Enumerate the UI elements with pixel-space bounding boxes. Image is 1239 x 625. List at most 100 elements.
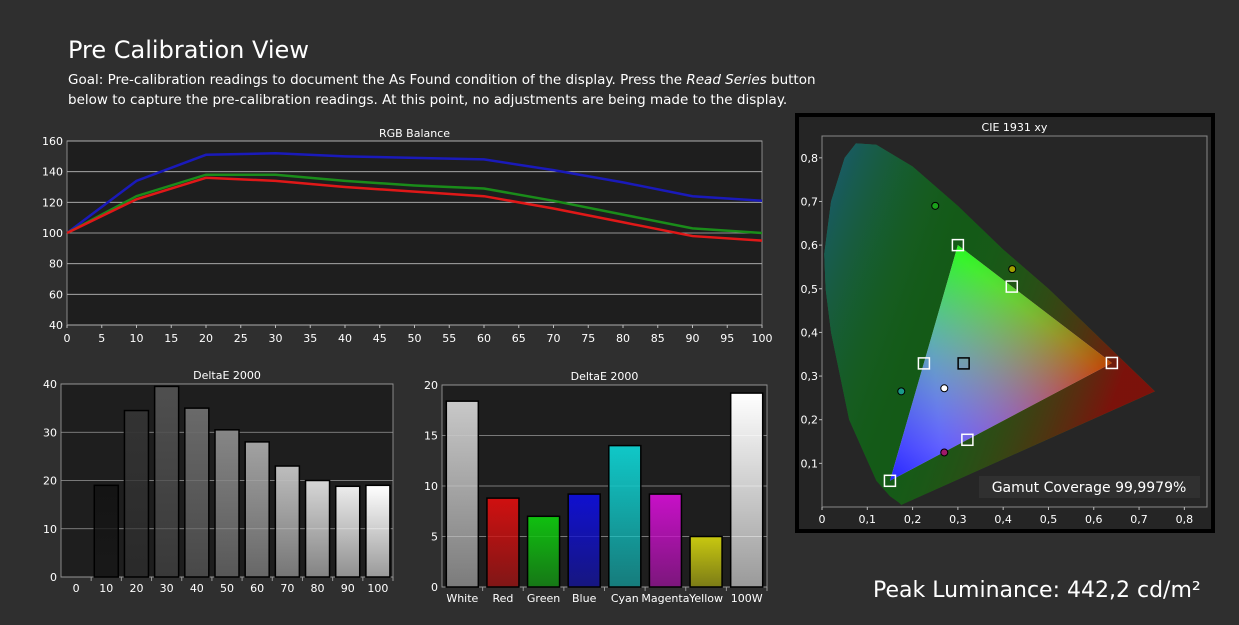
cie-measured-point — [940, 448, 949, 457]
cie-y-tick: 0,1 — [801, 457, 819, 470]
degray-bar — [123, 409, 150, 578]
degray-x-tick: 30 — [160, 582, 174, 595]
rgb-y-tick: 140 — [42, 166, 63, 179]
cie-y-tick: 0,4 — [801, 326, 819, 339]
rgb-x-tick: 45 — [373, 332, 387, 345]
peak-luminance: Peak Luminance: 442,2 cd/m² — [873, 578, 1201, 603]
cie-y-tick: 0,5 — [801, 283, 819, 296]
decolor-y-tick: 5 — [431, 531, 438, 544]
decolor-bar — [689, 535, 723, 588]
cie-x-tick: 0,3 — [949, 513, 967, 526]
rgb-y-tick: 40 — [49, 319, 63, 332]
degray-bar — [304, 479, 331, 578]
rgb-x-tick: 100 — [752, 332, 773, 345]
decolor-y-tick: 15 — [424, 430, 438, 443]
degray-x-tick: 100 — [367, 582, 388, 595]
degray-bar — [365, 484, 391, 578]
cie-x-tick: 0,4 — [994, 513, 1012, 526]
rgb-x-tick: 20 — [199, 332, 213, 345]
cie-x-tick: 0,1 — [859, 513, 877, 526]
cie-target-marker — [1005, 280, 1019, 293]
degray-bar — [274, 465, 301, 578]
rgb-series-line-1 — [66, 173, 763, 235]
rgb-x-tick: 30 — [269, 332, 283, 345]
rgb-x-tick: 65 — [512, 332, 526, 345]
decolor-x-tick: White — [446, 592, 478, 605]
cie-measured-point — [940, 384, 949, 393]
cie-x-tick: 0,6 — [1085, 513, 1103, 526]
degray-x-tick: 10 — [99, 582, 113, 595]
decolor-bar — [445, 400, 480, 588]
degray-x-tick: 20 — [129, 582, 143, 595]
degray-y-tick: 20 — [43, 475, 57, 488]
degray-bar — [334, 485, 361, 578]
cie-target-marker — [961, 433, 974, 447]
page-title: Pre Calibration View — [68, 36, 309, 64]
degray-y-tick: 40 — [43, 378, 57, 391]
degray-bar — [184, 407, 210, 578]
rgb-series-line-2 — [66, 176, 763, 242]
rgb-chart-title: RGB Balance — [379, 127, 450, 140]
cie-chart-title: CIE 1931 xy — [982, 121, 1048, 134]
cie-target-marker — [951, 238, 965, 252]
decolor-x-tick: Red — [492, 592, 513, 605]
rgb-x-tick: 90 — [686, 332, 700, 345]
decolor-y-tick: 10 — [424, 480, 438, 493]
decolor-y-tick: 20 — [424, 379, 438, 392]
rgb-y-tick: 160 — [42, 135, 63, 148]
decolor-chart-title: DeltaE 2000 — [571, 370, 639, 383]
cie-x-tick: 0 — [819, 513, 826, 526]
degray-y-tick: 30 — [43, 426, 57, 439]
cie-x-tick: 0,5 — [1040, 513, 1058, 526]
degray-chart-title: DeltaE 2000 — [193, 369, 261, 382]
degray-bar — [214, 429, 240, 578]
degray-x-tick: 80 — [311, 582, 325, 595]
decolor-bar — [729, 392, 764, 588]
cie-gamut-blue — [889, 245, 1112, 481]
degray-x-tick: 0 — [73, 582, 80, 595]
cie-target-marker — [1105, 356, 1119, 370]
decolor-bar — [648, 493, 683, 588]
rgb-x-tick: 70 — [547, 332, 561, 345]
cie-x-tick: 0,7 — [1130, 513, 1148, 526]
rgb-x-tick: 55 — [442, 332, 456, 345]
rgb-x-tick: 5 — [98, 332, 105, 345]
cie-target-marker — [883, 474, 897, 488]
degray-bar — [153, 385, 180, 578]
cie-target-marker — [917, 357, 931, 370]
cie-y-tick: 0,2 — [801, 414, 819, 427]
rgb-x-tick: 95 — [720, 332, 734, 345]
gamut-coverage-label: Gamut Coverage 99,9979% — [992, 480, 1187, 496]
decolor-x-tick: Blue — [572, 592, 597, 605]
goal-prefix: Goal: Pre-calibration readings to docume… — [68, 72, 687, 88]
degray-x-tick: 70 — [280, 582, 294, 595]
decolor-bar — [567, 493, 601, 588]
degray-bar — [93, 484, 120, 578]
decolor-bar — [486, 497, 520, 588]
decolor-bar — [608, 444, 642, 588]
rgb-x-tick: 40 — [338, 332, 352, 345]
decolor-x-tick: Cyan — [611, 592, 639, 605]
decolor-y-tick: 0 — [431, 581, 438, 594]
cie-measured-point — [931, 201, 940, 210]
degray-x-tick: 90 — [341, 582, 355, 595]
rgb-x-tick: 25 — [234, 332, 248, 345]
degray-x-tick: 60 — [250, 582, 264, 595]
decolor-x-tick: Green — [527, 592, 560, 605]
rgb-y-tick: 120 — [42, 196, 63, 209]
rgb-x-tick: 50 — [408, 332, 422, 345]
rgb-x-tick: 75 — [581, 332, 595, 345]
degray-x-tick: 40 — [190, 582, 204, 595]
degray-y-tick: 0 — [50, 571, 57, 584]
rgb-x-tick: 35 — [303, 332, 317, 345]
rgb-series-line-0 — [66, 152, 763, 234]
degray-y-tick: 10 — [43, 523, 57, 536]
rgb-x-tick: 60 — [477, 332, 491, 345]
degray-x-tick: 50 — [220, 582, 234, 595]
decolor-x-tick: 100W — [731, 592, 763, 605]
rgb-y-tick: 100 — [42, 227, 63, 240]
